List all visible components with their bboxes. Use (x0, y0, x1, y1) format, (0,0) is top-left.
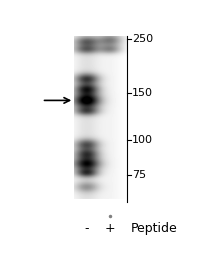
Text: 75: 75 (132, 170, 147, 180)
Text: 250: 250 (132, 34, 153, 44)
Text: 100: 100 (132, 135, 153, 146)
Text: +: + (104, 222, 115, 236)
Text: 150: 150 (132, 88, 153, 98)
Text: Peptide: Peptide (131, 222, 177, 236)
Text: -: - (84, 222, 89, 236)
